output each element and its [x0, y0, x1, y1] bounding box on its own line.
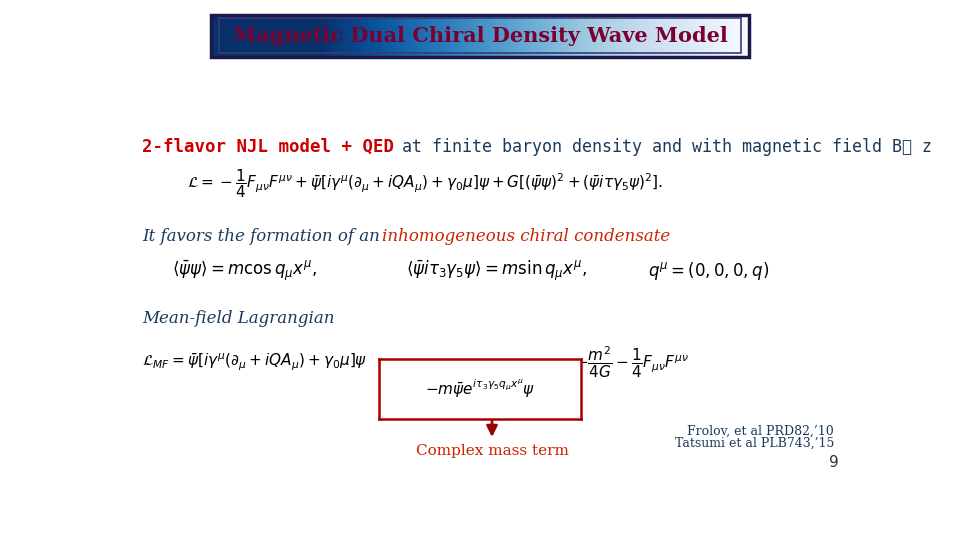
Text: inhomogeneous chiral condensate: inhomogeneous chiral condensate — [382, 228, 670, 245]
Text: $\langle\bar{\psi}i\tau_3\gamma_5\psi\rangle = m\sin q_{\mu}x^{\mu},$: $\langle\bar{\psi}i\tau_3\gamma_5\psi\ra… — [406, 259, 588, 283]
Text: $\mathcal{L} = -\dfrac{1}{4}F_{\mu\nu}F^{\mu\nu} + \bar{\psi}[i\gamma^{\mu}(\par: $\mathcal{L} = -\dfrac{1}{4}F_{\mu\nu}F^… — [187, 167, 663, 200]
Text: Magnetic Dual Chiral Density Wave Model: Magnetic Dual Chiral Density Wave Model — [232, 25, 728, 46]
Text: at finite baryon density and with magnetic field B∥ z: at finite baryon density and with magnet… — [392, 138, 931, 156]
Text: Tatsumi et al PLB743,’15: Tatsumi et al PLB743,’15 — [675, 437, 834, 450]
Text: $-m\bar{\psi}e^{i\tau_3\gamma_5 q_{\mu}x^{\mu}}\psi$: $-m\bar{\psi}e^{i\tau_3\gamma_5 q_{\mu}x… — [425, 378, 535, 400]
Text: Mean-field Lagrangian: Mean-field Lagrangian — [142, 310, 335, 327]
Text: 9: 9 — [829, 455, 839, 470]
Text: $q^{\mu} = (0,0,0,q)$: $q^{\mu} = (0,0,0,q)$ — [648, 260, 769, 282]
Text: $\langle\bar{\psi}\psi\rangle = m\cos q_{\mu}x^{\mu},$: $\langle\bar{\psi}\psi\rangle = m\cos q_… — [172, 259, 317, 283]
Text: It favors the formation of an: It favors the formation of an — [142, 228, 386, 245]
Text: $-\dfrac{m^2}{4G} - \dfrac{1}{4}F_{\mu\nu}F^{\mu\nu}$: $-\dfrac{m^2}{4G} - \dfrac{1}{4}F_{\mu\n… — [575, 345, 689, 380]
Text: $\mathcal{L}_{MF} = \bar{\psi}[i\gamma^{\mu}(\partial_{\mu} + iQA_{\mu}) + \gamm: $\mathcal{L}_{MF} = \bar{\psi}[i\gamma^{… — [142, 352, 368, 373]
Text: Complex mass term: Complex mass term — [416, 444, 568, 458]
Text: 2-flavor NJL model + QED: 2-flavor NJL model + QED — [142, 138, 395, 156]
Text: Frolov, et al PRD82,’10: Frolov, et al PRD82,’10 — [687, 424, 834, 437]
